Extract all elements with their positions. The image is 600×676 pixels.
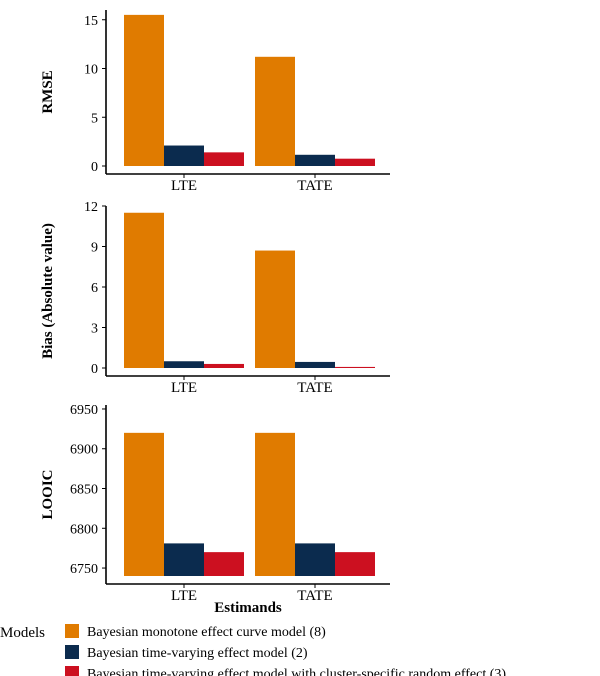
y-tick-label: 6850: [70, 483, 98, 498]
bar-lte-series-2: [164, 361, 204, 368]
y-tick-label: 6950: [70, 403, 98, 418]
bar-tate-series-1: [255, 56, 295, 166]
y-axis-label: RMSE: [40, 70, 56, 113]
bar-tate-series-2: [295, 154, 335, 166]
y-tick-label: 0: [91, 160, 98, 175]
legend-label-2: Bayesian time-varying effect model (2): [87, 646, 308, 661]
bar-tate-series-1: [255, 432, 295, 576]
y-tick-label: 15: [84, 14, 98, 29]
x-tick-label: LTE: [171, 178, 197, 194]
bar-lte-series-2: [164, 543, 204, 576]
x-tick-label: LTE: [171, 380, 197, 396]
y-tick-label: 6: [91, 281, 98, 296]
y-tick-label: 6800: [70, 522, 98, 537]
bar-lte-series-3: [204, 152, 244, 166]
bar-tate-series-3: [335, 158, 375, 166]
y-tick-label: 6750: [70, 562, 98, 577]
legend-title: Models: [0, 625, 45, 641]
y-axis-label: LOOIC: [40, 469, 56, 519]
y-tick-label: 6900: [70, 443, 98, 458]
chart-panel-2: 0 3 6 9 12 LTE TATE Bias (Absolute value): [40, 200, 390, 396]
legend-swatch-3: [65, 666, 79, 676]
bar-tate-series-2: [295, 361, 335, 368]
chart-panel-3: 6750 6800 6850 6900 6950 LTE TATE LOOIC Estimand…: [40, 403, 390, 616]
legend-swatch-2: [65, 645, 79, 659]
bar-lte-series-3: [204, 363, 244, 368]
chart-panel-1: 0 5 10 15 LTE TATE RMSE: [40, 10, 390, 194]
bar-tate-series-3: [335, 366, 375, 368]
bar-tate-series-1: [255, 250, 295, 368]
legend-label-1: Bayesian monotone effect curve model (8): [87, 625, 326, 640]
bar-lte-series-1: [124, 432, 164, 576]
y-tick-label: 9: [91, 241, 98, 256]
legend-label-3: Bayesian time-varying effect model with …: [87, 667, 506, 676]
x-tick-label: TATE: [297, 588, 332, 604]
x-tick-label: TATE: [297, 178, 332, 194]
legend: Models Bayesian monotone effect curve mod…: [0, 624, 506, 676]
x-axis-label: Estimands: [214, 600, 282, 616]
y-tick-label: 10: [84, 63, 98, 78]
bar-tate-series-3: [335, 552, 375, 576]
y-tick-label: 5: [91, 111, 98, 126]
bar-lte-series-3: [204, 552, 244, 576]
y-tick-label: 3: [91, 322, 98, 337]
bar-lte-series-1: [124, 14, 164, 166]
bar-lte-series-1: [124, 212, 164, 368]
legend-swatch-1: [65, 624, 79, 638]
y-axis-label: Bias (Absolute value): [40, 223, 56, 359]
x-tick-label: LTE: [171, 588, 197, 604]
bar-lte-series-2: [164, 145, 204, 166]
y-tick-label: 12: [84, 200, 98, 215]
y-tick-label: 0: [91, 362, 98, 377]
x-tick-label: TATE: [297, 380, 332, 396]
bar-tate-series-2: [295, 543, 335, 576]
